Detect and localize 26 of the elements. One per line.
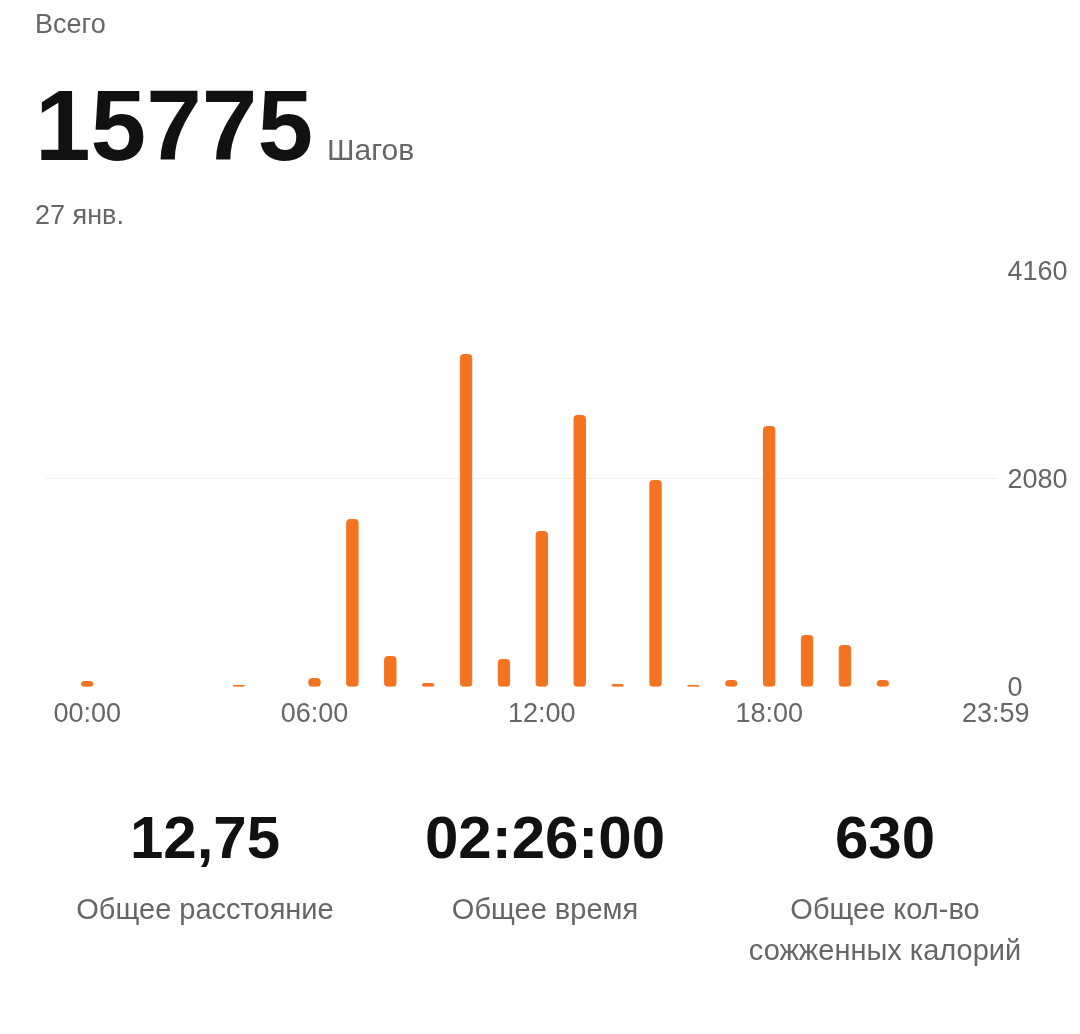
x-tick-label: 18:00: [735, 697, 803, 728]
bar: [762, 426, 776, 687]
text: 15775: [35, 68, 314, 181]
bar: [838, 645, 852, 687]
x-tick-label: 00:00: [53, 697, 121, 728]
bar: [535, 531, 549, 687]
bar: [497, 659, 511, 687]
chart-subtitle: 27 янв.: [35, 199, 125, 233]
y-tick-label: 4160: [1007, 256, 1068, 286]
text: 12,75: [128, 803, 282, 873]
bar: [800, 635, 814, 687]
bar: [346, 519, 359, 687]
text: Общее кол-во сожженных калорий: [747, 891, 1023, 969]
text: Общее время: [450, 891, 640, 927]
text: 630: [833, 803, 937, 873]
bar: [573, 415, 586, 687]
text: 02:26:00: [423, 803, 667, 873]
text: Общее расстояние: [75, 891, 335, 927]
bar: [459, 354, 473, 687]
chart-title: Всего: [35, 8, 107, 41]
bar: [384, 656, 397, 687]
y-tick-label: 2080: [1007, 464, 1068, 494]
x-tick-label: 12:00: [508, 697, 576, 728]
x-tick-label: 06:00: [280, 697, 349, 728]
text: Шагов: [327, 132, 415, 166]
bar: [649, 480, 662, 687]
